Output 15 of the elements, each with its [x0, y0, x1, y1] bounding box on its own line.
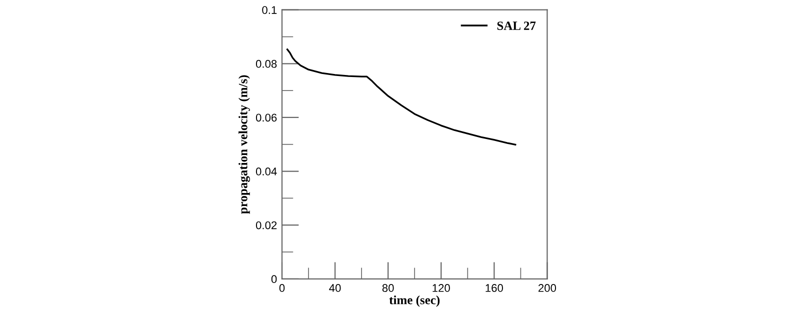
x-tick-label: 0 — [279, 284, 285, 292]
y-tick-label: 0.06 — [256, 114, 277, 122]
y-axis-title: propagation velocity (m/s) — [238, 75, 250, 214]
x-axis-title: time (sec) — [389, 295, 440, 307]
y-tick-label: 0 — [271, 275, 277, 284]
x-tick-label: 80 — [382, 284, 394, 292]
legend-label: SAL 27 — [497, 22, 536, 30]
y-tick-label: 0.02 — [256, 221, 277, 230]
x-tick-label: 120 — [432, 284, 450, 292]
x-tick-label: 200 — [538, 284, 556, 292]
y-tick-label: 0.08 — [256, 60, 277, 68]
x-tick-label: 160 — [486, 284, 503, 292]
y-tick-label: 0.1 — [262, 6, 277, 14]
y-tick-label: 0.04 — [256, 168, 277, 176]
x-tick-label: 40 — [329, 284, 341, 292]
